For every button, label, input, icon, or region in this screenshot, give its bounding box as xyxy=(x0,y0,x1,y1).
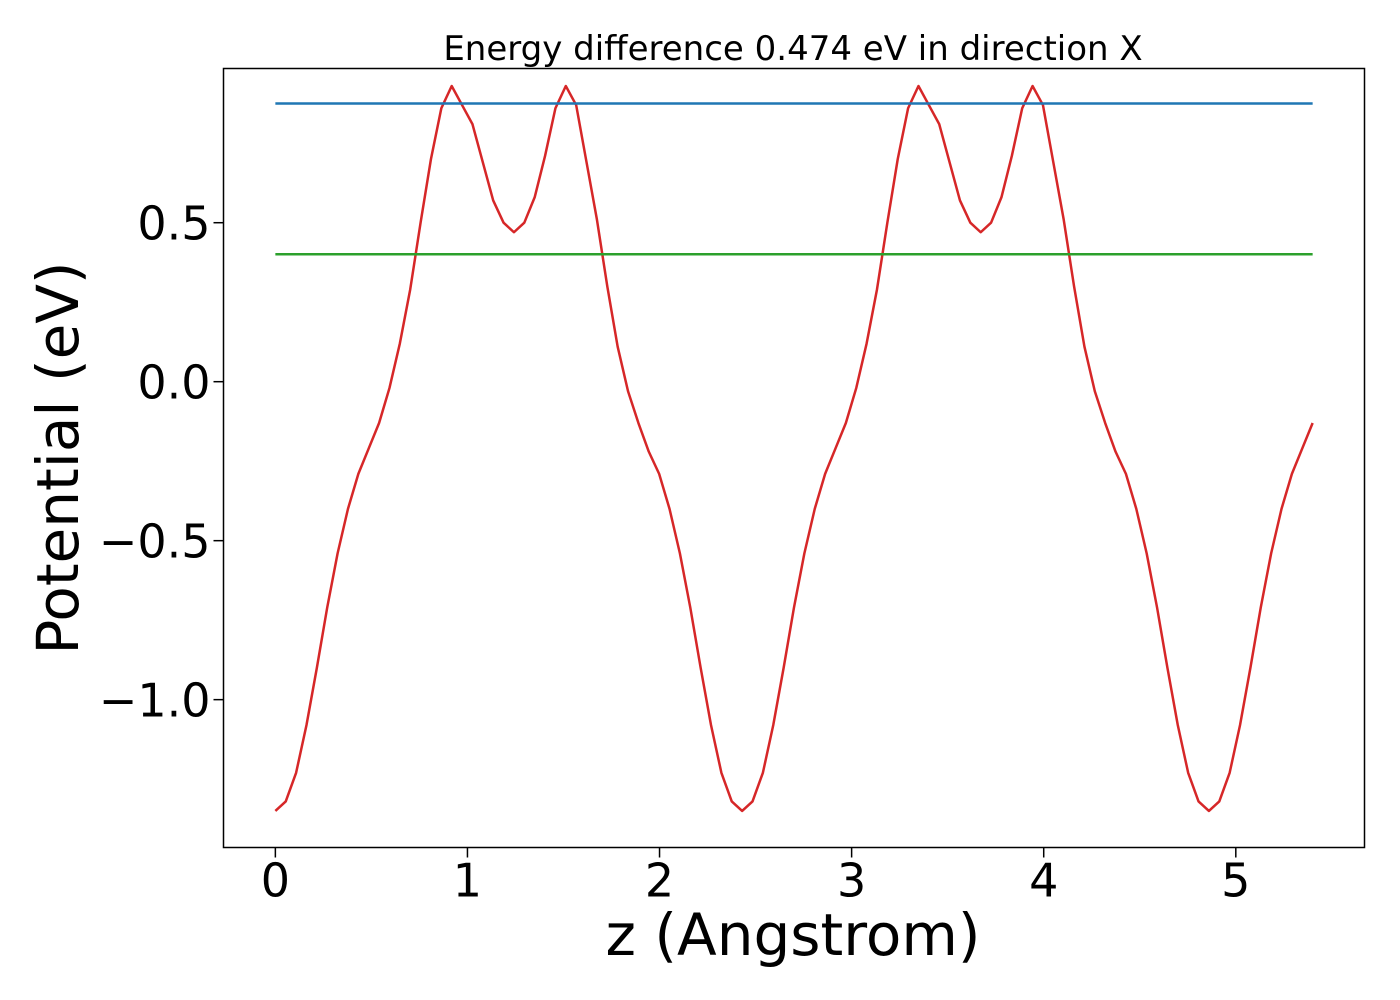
plot-area xyxy=(274,84,1314,813)
y-axis-label: Potential (eV) xyxy=(24,261,92,654)
x-tick-label: 4 xyxy=(1029,854,1058,908)
y-axis: −1.0 −0.5 0.0 0.5 xyxy=(99,197,224,728)
x-axis: 0 1 2 3 4 5 xyxy=(261,847,1250,908)
axes-frame xyxy=(222,67,1366,849)
y-tick-label: 0.5 xyxy=(137,197,210,251)
x-tick-label: 5 xyxy=(1221,854,1250,908)
y-tick-label: −0.5 xyxy=(99,515,211,569)
x-tick-label: 2 xyxy=(645,854,674,908)
chart-title: Energy difference 0.474 eV in direction … xyxy=(443,29,1142,69)
y-tick-label: −1.0 xyxy=(99,674,211,728)
x-tick-label: 3 xyxy=(837,854,866,908)
y-tick-label: 0.0 xyxy=(137,356,210,410)
x-axis-label: z (Angstrom) xyxy=(606,901,981,969)
x-tick-label: 0 xyxy=(261,854,290,908)
series-line-0 xyxy=(274,84,1314,813)
x-tick-label: 1 xyxy=(453,854,482,908)
